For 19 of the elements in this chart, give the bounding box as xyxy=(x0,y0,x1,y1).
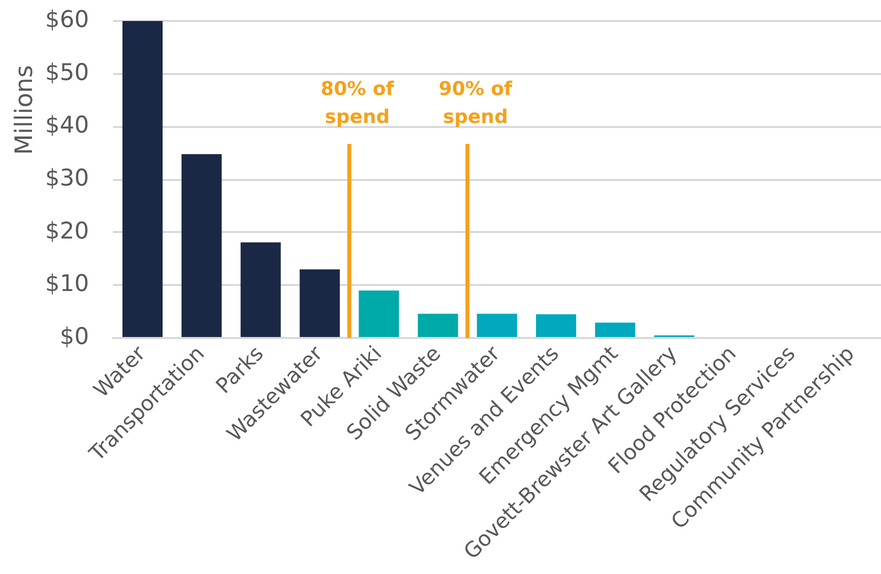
y-axis-title: Millions xyxy=(10,65,38,155)
y-tick-label: $50 xyxy=(45,60,89,86)
bar xyxy=(418,314,458,337)
y-tick-label: $0 xyxy=(60,324,89,350)
bar xyxy=(358,290,399,337)
bar xyxy=(122,21,163,337)
bar xyxy=(182,154,222,337)
bar xyxy=(595,322,636,337)
y-tick-label: $10 xyxy=(45,271,89,298)
bar xyxy=(240,242,281,337)
y-tick-label: $40 xyxy=(45,112,89,139)
y-tick-label: $20 xyxy=(45,218,89,244)
bar xyxy=(476,314,518,337)
y-tick-label: $60 xyxy=(45,6,89,33)
y-tick-label: $30 xyxy=(45,165,89,192)
bar xyxy=(300,269,340,337)
bar xyxy=(536,314,576,337)
annotation: 90% of spend xyxy=(438,78,513,128)
annotation: 80% of spend xyxy=(320,78,395,128)
